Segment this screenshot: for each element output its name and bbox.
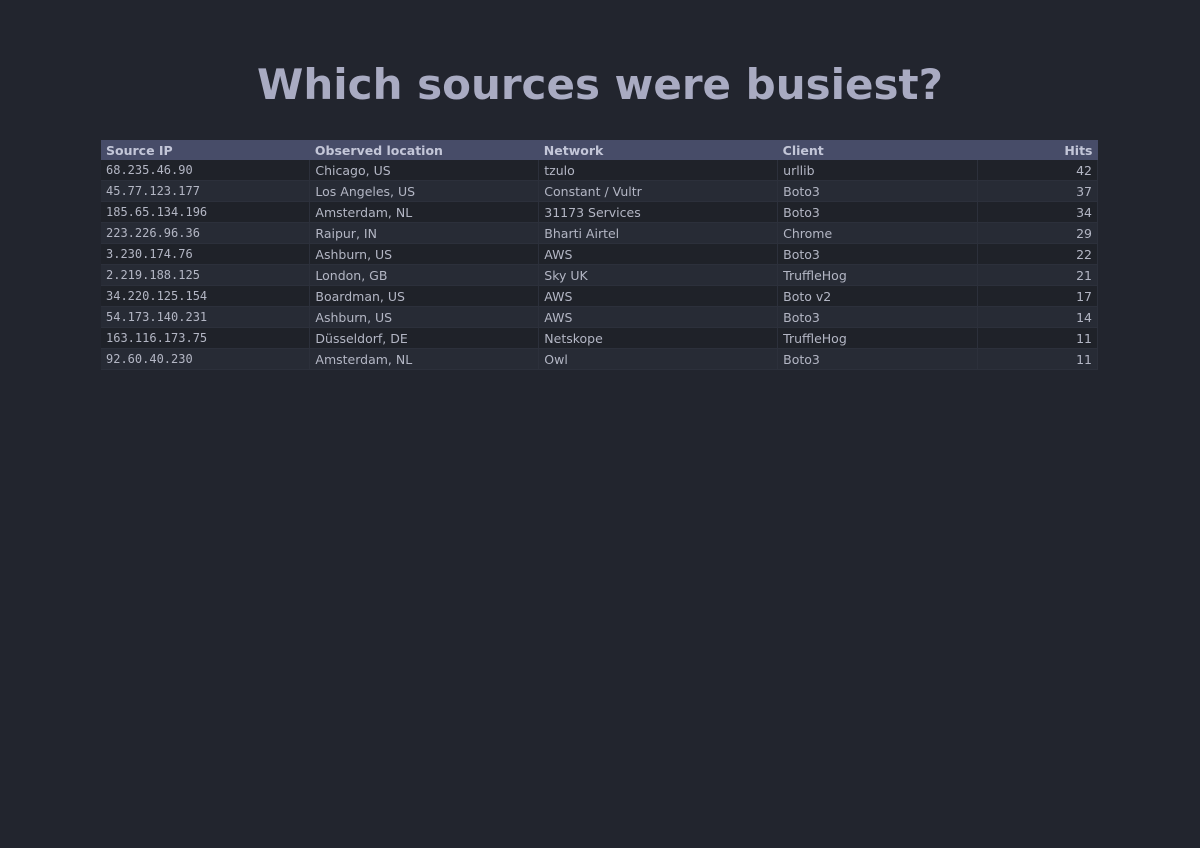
- table-cell: 92.60.40.230: [101, 348, 311, 370]
- table-row: 92.60.40.230 Amsterdam, NL Owl Boto3 11: [101, 348, 1098, 370]
- table-cell: Ashburn, US: [309, 243, 540, 265]
- table-cell: Bharti Airtel: [538, 222, 779, 244]
- column-header: Observed location: [309, 140, 539, 160]
- table-cell: Sky UK: [538, 264, 779, 286]
- table-row: 2.219.188.125 London, GB Sky UK TruffleHog 2…: [101, 264, 1098, 286]
- table-cell: Boto3: [777, 348, 979, 370]
- table-cell: 2.219.188.125: [101, 264, 311, 286]
- table-cell: Düsseldorf, DE: [309, 327, 540, 349]
- table-cell: urllib: [777, 160, 979, 181]
- table-cell: 34.220.125.154: [101, 285, 311, 307]
- table-row: 45.77.123.177 Los Angeles, US Constant / V…: [101, 180, 1098, 202]
- table-cell: Constant / Vultr: [538, 180, 779, 202]
- table-cell: Los Angeles, US: [309, 180, 540, 202]
- page-title: Which sources were busiest?: [257, 60, 943, 109]
- table-cell: Ashburn, US: [309, 306, 540, 328]
- table-row: 68.235.46.90 Chicago, US tzulo urllib 42: [101, 160, 1098, 181]
- table-cell: 17: [977, 285, 1098, 307]
- table-body: 68.235.46.90 Chicago, US tzulo urllib 42 45.7…: [101, 160, 1098, 370]
- table-cell: Owl: [538, 348, 779, 370]
- table-cell: 11: [977, 327, 1098, 349]
- table-cell: 42: [977, 160, 1098, 181]
- table-cell: 163.116.173.75: [101, 327, 311, 349]
- sources-table: Source IP Observed location Network Client H…: [101, 140, 1098, 370]
- table-cell: Amsterdam, NL: [309, 201, 540, 223]
- header-row: Source IP Observed location Network Client H…: [101, 140, 1098, 160]
- table-row: 54.173.140.231 Ashburn, US AWS Boto3 14: [101, 306, 1098, 328]
- table-cell: 223.226.96.36: [101, 222, 311, 244]
- table-cell: 54.173.140.231: [101, 306, 311, 328]
- table-cell: 21: [977, 264, 1098, 286]
- column-header: Hits: [977, 140, 1098, 160]
- table-cell: 68.235.46.90: [101, 160, 311, 181]
- table-cell: TruffleHog: [777, 327, 979, 349]
- table-cell: AWS: [538, 306, 779, 328]
- column-header: Network: [538, 140, 778, 160]
- table-cell: Boto3: [777, 201, 979, 223]
- table-cell: AWS: [538, 285, 779, 307]
- table-cell: Boto3: [777, 243, 979, 265]
- table-cell: Boto3: [777, 306, 979, 328]
- table-cell: AWS: [538, 243, 779, 265]
- table-cell: Amsterdam, NL: [309, 348, 540, 370]
- table-cell: London, GB: [309, 264, 540, 286]
- column-header: Client: [777, 140, 978, 160]
- table-cell: 34: [977, 201, 1098, 223]
- table-cell: 31173 Services: [538, 201, 779, 223]
- column-header: Source IP: [101, 140, 310, 160]
- table-cell: Chrome: [777, 222, 979, 244]
- table-row: 34.220.125.154 Boardman, US AWS Boto v2 17: [101, 285, 1098, 307]
- table-cell: Raipur, IN: [309, 222, 540, 244]
- table-cell: Boardman, US: [309, 285, 540, 307]
- table-cell: 37: [977, 180, 1098, 202]
- table-cell: Netskope: [538, 327, 779, 349]
- table-cell: 3.230.174.76: [101, 243, 311, 265]
- table-cell: 45.77.123.177: [101, 180, 311, 202]
- table-cell: Boto3: [777, 180, 979, 202]
- table-cell: TruffleHog: [777, 264, 979, 286]
- table-cell: tzulo: [538, 160, 779, 181]
- table-row: 185.65.134.196 Amsterdam, NL 31173 Service…: [101, 201, 1098, 223]
- table-cell: 29: [977, 222, 1098, 244]
- table-cell: Chicago, US: [309, 160, 540, 181]
- table-cell: Boto v2: [777, 285, 979, 307]
- table-cell: 14: [977, 306, 1098, 328]
- table-row: 223.226.96.36 Raipur, IN Bharti Airtel Chro…: [101, 222, 1098, 244]
- table-cell: 11: [977, 348, 1098, 370]
- table-row: 163.116.173.75 Düsseldorf, DE Netskope Truf…: [101, 327, 1098, 349]
- table-row: 3.230.174.76 Ashburn, US AWS Boto3 22: [101, 243, 1098, 265]
- table-cell: 185.65.134.196: [101, 201, 311, 223]
- table-cell: 22: [977, 243, 1098, 265]
